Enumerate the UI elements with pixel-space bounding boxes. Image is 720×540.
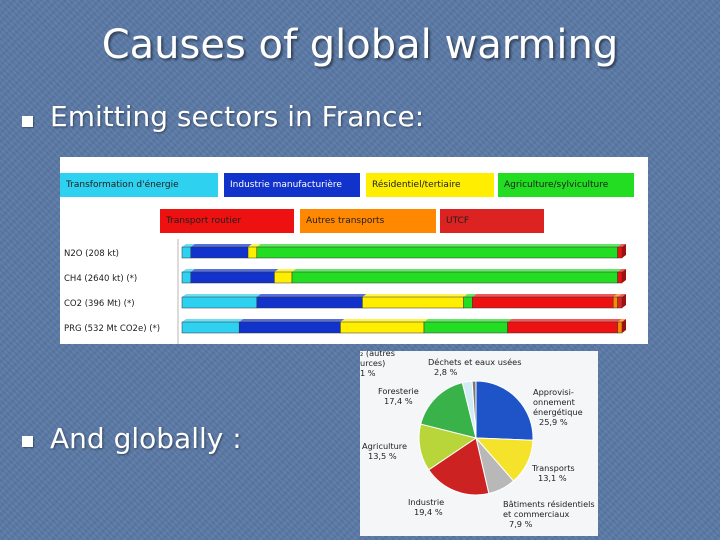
bar-segment-top [182,319,244,322]
pie-label: Approvisi- [533,387,574,397]
legend-entry: Transformation d'énergie [60,173,218,197]
bar-segment-top [613,294,622,297]
bar-segment-top [190,244,252,247]
bar-segment [617,271,623,284]
pie-label: Agriculture [362,441,407,451]
category-label: CO2 (396 Mt) (*) [64,299,135,309]
legend-entry: Industrie manufacturière [224,173,360,197]
pie-label: Transports [531,463,575,473]
bar-segment [238,321,341,334]
bar-segment [362,296,464,309]
bar-end-face [622,319,626,333]
bar-segment [181,296,258,309]
pie-slice [428,437,490,496]
pie-slice [471,380,477,439]
pie-label: Déchets et eaux usées [428,357,522,367]
bullet-marker [22,436,33,447]
legend-entry: Transport routier [160,209,294,233]
bar-segment [181,246,192,259]
pie-slice [420,382,477,439]
france-legend: Transformation d'énergie Industrie manufa… [60,157,648,239]
pie-label: 2,8 % [434,367,458,377]
pie-label: énergétique [533,407,583,417]
bar-segment-top [274,269,296,272]
pie-label: onnement [533,397,576,407]
bar-segment-top [362,294,468,297]
bar-end-face [622,269,626,283]
bar-segment [256,246,618,259]
pie-label: 13,1 % [538,473,567,483]
bar-segment [472,296,614,309]
bar-segment-top [248,244,261,247]
legend-entry: Résidentiel/tertiaire [366,173,494,197]
france-bar-chart: N2O (208 kt) CH4 (2640 kt) (*) CO2 (396 Mt… [64,239,626,344]
bar-segment-top [182,269,195,272]
bar-segment-top [617,244,626,247]
bullet-text-global: And globally : [50,422,242,455]
bar-segment-top [292,269,622,272]
bar-segment [612,296,618,309]
bar-segment-top [340,319,428,322]
pie-label: 19,4 % [414,507,443,517]
bar-segment-top [190,269,279,272]
pie-label: urces) [360,358,385,368]
bar-segment [463,296,473,309]
pie-label: 17,4 % [384,396,413,406]
bar-segment-top [256,244,622,247]
bar-segment [181,321,240,334]
bar-segment-top [617,269,626,272]
bar-segment [507,321,618,334]
bar-segment [617,296,623,309]
world-pie-panel: Approvisi-onnement énergétique 25,9 % Trans… [360,348,598,536]
pie-label: Foresterie [378,386,419,396]
bar-segment [256,296,363,309]
bar-segment [190,271,275,284]
pie-slice [475,380,534,441]
bar-segment-top [507,319,622,322]
pie-label: 7,9 % [509,519,533,529]
bar-segment-top [472,294,618,297]
bar-segment [291,271,618,284]
category-label: CH4 (2640 kt) (*) [64,274,137,284]
category-label: PRG (532 Mt CO2e) (*) [64,324,160,334]
pie-label: Bâtiments résidentiels [503,499,595,509]
bar-segment [247,246,258,259]
bar-segment-top [256,294,367,297]
bar-segment-top [424,319,512,322]
bullet-marker [22,116,33,127]
pie-label: Industrie [408,497,444,507]
legend-entry: Autres transports [300,209,436,233]
bar-segment [274,271,293,284]
legend-entry: Agriculture/sylviculture [498,173,634,197]
pie-label: ₂ (autres [360,351,395,358]
category-label: N2O (208 kt) [64,249,119,259]
pie-label: 25,9 % [539,417,568,427]
bar-segment-top [617,319,626,322]
slide-title: Causes of global warming [101,22,619,68]
pie-label: 1 % [360,368,376,378]
bar-segment-top [463,294,477,297]
bullet-text-france: Emitting sectors in France: [50,100,425,133]
bar-segment [617,321,623,334]
bar-segment [181,271,192,284]
bar-segment-top [239,319,345,322]
bar-end-face [622,294,626,308]
bar-segment-top [182,244,195,247]
pie-label: 13,5 % [368,451,397,461]
bar-segment [423,321,508,334]
bar-segment [617,246,623,259]
bar-segment [340,321,425,334]
bar-end-face [622,244,626,258]
legend-entry: UTCF [440,209,544,233]
bar-segment-top [182,294,261,297]
bar-segment [190,246,249,259]
pie-label: et commerciaux [503,509,570,519]
france-chart-panel: Transformation d'énergie Industrie manufa… [60,157,648,344]
bar-segment-top [617,294,626,297]
